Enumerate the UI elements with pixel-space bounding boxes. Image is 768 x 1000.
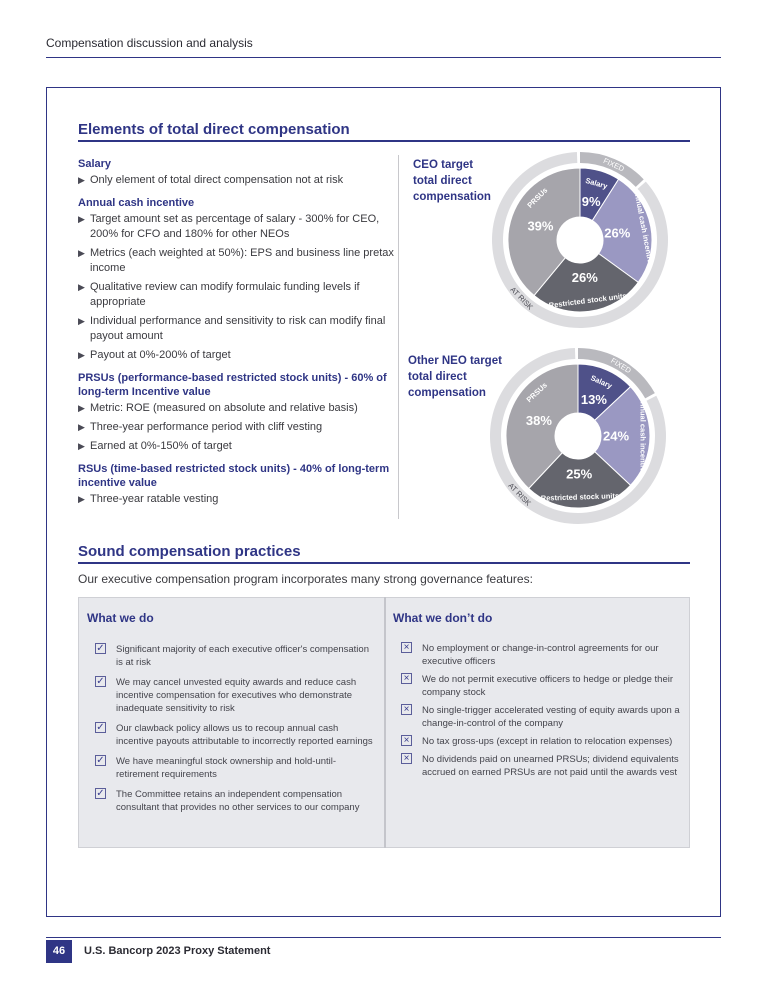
slice-category-label: Annual cash incentive (639, 396, 648, 475)
slice-value-label: 25% (566, 466, 592, 481)
element-heading: Salary (78, 158, 112, 170)
practices-title-underline (78, 562, 690, 564)
practice-item: × No tax gross-ups (except in relation to… (393, 735, 685, 748)
checkbox-x-icon: × (401, 673, 412, 684)
practice-item: ✓ We may cancel unvested equity awards an… (87, 676, 377, 715)
element-bullet: Three-year ratable vesting (78, 492, 396, 507)
practice-item: ✓ Our clawback policy allows us to recoup… (87, 722, 377, 748)
elements-title-underline (78, 140, 690, 142)
element-bullet: Earned at 0%-150% of target (78, 439, 396, 454)
practice-text: We do not permit executive officers to h… (422, 674, 674, 698)
slice-value-label: 39% (527, 218, 553, 233)
header-divider (46, 57, 721, 58)
footer-title: U.S. Bancorp 2023 Proxy Statement (84, 945, 271, 957)
element-bullet: Individual performance and sensitivity t… (78, 314, 396, 344)
checkbox-check-icon: ✓ (95, 755, 106, 766)
practice-text: No dividends paid on unearned PRSUs; div… (422, 754, 679, 778)
fixed-ring-arc (580, 152, 644, 187)
practice-item: × We do not permit executive officers to … (393, 673, 685, 699)
element-bullet: Metrics (each weighted at 50%): EPS and … (78, 246, 396, 276)
practice-item: ✓ We have meaningful stock ownership and … (87, 755, 377, 781)
element-bullet: Payout at 0%-200% of target (78, 348, 396, 363)
checkbox-check-icon: ✓ (95, 676, 106, 687)
slice-restricted-stock-units (528, 451, 632, 509)
element-heading: RSUs (time-based restricted stock units)… (78, 463, 390, 489)
what-we-do-column: What we do ✓ Significant majority of each… (87, 611, 377, 821)
element-bullet: Only element of total direct compensatio… (78, 173, 396, 188)
checkbox-x-icon: × (401, 735, 412, 746)
practices-title: Sound compensation practices (78, 543, 301, 560)
element-bullet: Metric: ROE (measured on absolute and re… (78, 401, 396, 416)
slice-value-label: 24% (603, 429, 629, 444)
checkbox-check-icon: ✓ (95, 788, 106, 799)
element-bullet: Qualitative review can modify formulaic … (78, 280, 396, 310)
element-heading: PRSUs (performance-based restricted stoc… (78, 372, 387, 398)
label-line: total direct (413, 175, 472, 187)
practice-text: No employment or change-in-control agree… (422, 643, 659, 667)
label-line: compensation (408, 387, 486, 399)
slice-value-label: 26% (604, 225, 630, 240)
practices-divider (384, 597, 386, 848)
practice-item: × No single-trigger accelerated vesting o… (393, 704, 685, 730)
practices-intro: Our executive compensation program incor… (78, 572, 533, 586)
label-line: Other NEO target (408, 355, 502, 367)
slice-restricted-stock-units (533, 252, 639, 313)
practice-item: ✓ The Committee retains an independent co… (87, 788, 377, 814)
slice-value-label: 9% (582, 194, 601, 209)
element-heading: Annual cash incentive (78, 197, 195, 209)
fixed-ring-arc (578, 348, 655, 399)
content-frame (46, 87, 721, 917)
slice-value-label: 26% (572, 270, 598, 285)
practice-text: Our clawback policy allows us to recoup … (116, 723, 373, 747)
checkbox-x-icon: × (401, 642, 412, 653)
practice-item: × No dividends paid on unearned PRSUs; di… (393, 753, 685, 779)
ring-fixed-label: FIXED (602, 156, 626, 174)
practice-text: The Committee retains an independent com… (116, 789, 360, 813)
column-divider (398, 155, 399, 519)
element-bullet: Target amount set as percentage of salar… (78, 212, 396, 242)
label-line: total direct (408, 371, 467, 383)
checkbox-x-icon: × (401, 753, 412, 764)
elements-title: Elements of total direct compensation (78, 121, 350, 138)
slice-category-label: Restricted stock units (541, 491, 620, 502)
slice-annual-cash-incentive (594, 386, 651, 486)
page-number: 46 (46, 940, 72, 963)
practice-text: No single-trigger accelerated vesting of… (422, 705, 680, 729)
label-line: CEO target (413, 159, 474, 171)
slice-prsus (505, 363, 579, 490)
practice-item: ✓ Significant majority of each executive … (87, 643, 377, 669)
element-bullet: Three-year performance period with cliff… (78, 420, 396, 435)
slice-annual-cash-incentive (591, 178, 653, 284)
neo-chart-label: Other NEO target total direct compensati… (408, 353, 502, 401)
slice-prsus (507, 167, 581, 297)
practice-text: We may cancel unvested equity awards and… (116, 677, 357, 714)
what-we-do-heading: What we do (87, 611, 154, 625)
slice-value-label: 13% (581, 392, 607, 407)
label-line: compensation (413, 191, 491, 203)
what-we-dont-heading: What we don’t do (393, 611, 493, 625)
checkbox-check-icon: ✓ (95, 643, 106, 654)
checkbox-check-icon: ✓ (95, 722, 106, 733)
ceo-chart-label: CEO target total direct compensation (413, 157, 491, 205)
running-header: Compensation discussion and analysis (46, 36, 253, 50)
footer-divider (46, 937, 721, 938)
practice-text: Significant majority of each executive o… (116, 644, 369, 668)
elements-list: Salary Only element of total direct compe… (78, 157, 396, 507)
slice-value-label: 38% (526, 413, 552, 428)
checkbox-x-icon: × (401, 704, 412, 715)
practice-item: × No employment or change-in-control agre… (393, 642, 685, 668)
what-we-dont-column: What we don’t do × No employment or chang… (393, 611, 685, 784)
practice-text: We have meaningful stock ownership and h… (116, 756, 337, 780)
practice-text: No tax gross-ups (except in relation to … (422, 736, 673, 747)
